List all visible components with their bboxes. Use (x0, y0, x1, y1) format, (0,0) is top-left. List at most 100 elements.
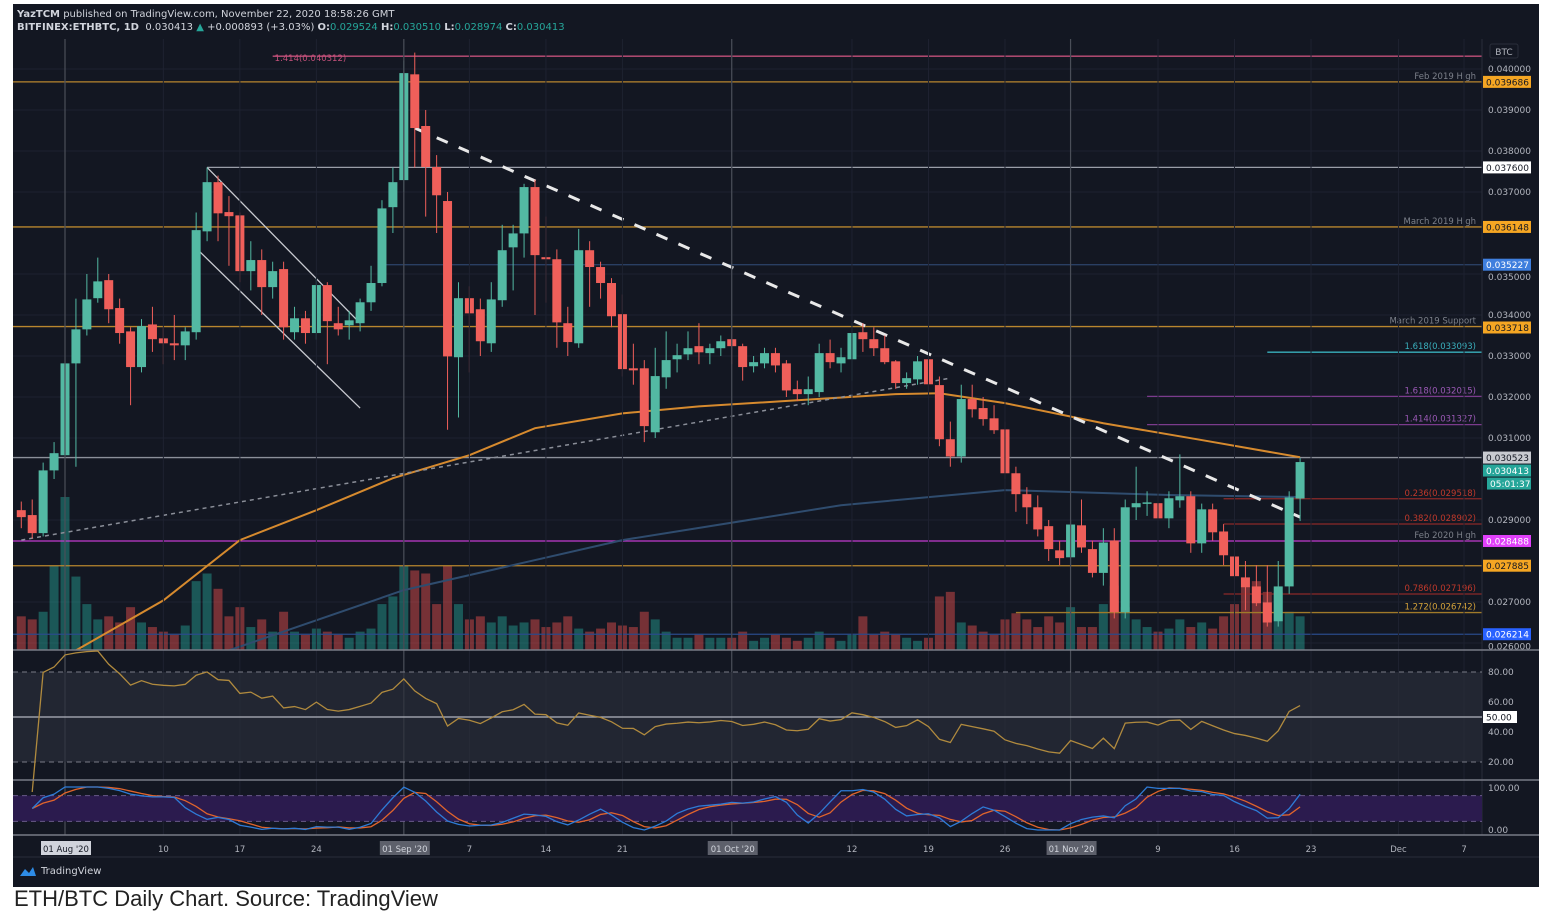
time-tick-label: 14 (541, 845, 552, 855)
candle-body (202, 182, 212, 232)
volume-bar (770, 634, 780, 650)
candle (869, 327, 879, 356)
candle-body (377, 208, 387, 284)
level-label: March 2019 Support (1389, 317, 1476, 327)
candle (978, 397, 988, 426)
candle (16, 501, 26, 529)
candle (1251, 565, 1261, 607)
candle (934, 376, 944, 447)
candle (1273, 561, 1283, 627)
candle (421, 110, 431, 217)
time-tick-label: 23 (1306, 845, 1317, 855)
candle (1284, 491, 1294, 594)
candle-body (683, 348, 693, 355)
candle-body (792, 389, 802, 395)
volume-bar (355, 631, 365, 650)
countdown-label: 05:01:37 (1490, 480, 1530, 490)
stoch-d-line (31, 786, 1301, 831)
candle (213, 175, 223, 242)
candle (792, 380, 802, 402)
last-price: 0.030413 (145, 22, 194, 33)
trendline (414, 126, 1301, 519)
price-tick-label: 0.027000 (1488, 598, 1531, 608)
volume-bar (869, 634, 879, 650)
currency-label: BTC (1495, 48, 1512, 58)
rsi-line (31, 650, 1301, 793)
candle-body (486, 299, 496, 344)
chart-canvas[interactable]: 1.414(0.040312) Feb 2019 High March 2019 H… (13, 4, 1539, 864)
candle-body (760, 353, 770, 364)
volume-bar (781, 637, 791, 650)
candle (683, 331, 693, 361)
candle (1076, 499, 1086, 553)
candle-body (803, 389, 813, 395)
candle-body (1295, 462, 1305, 499)
volume-bar (497, 616, 507, 650)
time-tick-label: 12 (847, 845, 858, 855)
candle (1219, 524, 1229, 566)
price-tick-label: 0.029000 (1488, 516, 1531, 526)
level-label: Feb 2020 High (1414, 531, 1476, 541)
candle-body (661, 360, 671, 378)
volume-bar (1219, 616, 1229, 650)
volume-bar (978, 631, 988, 650)
candle (945, 421, 955, 467)
price-tick-label: 0.034000 (1488, 311, 1531, 321)
candle-body (1131, 503, 1141, 508)
volume-bar (1295, 616, 1305, 650)
candle-body (1120, 507, 1130, 613)
price-tag-label: 0.035227 (1486, 261, 1529, 271)
candle (82, 274, 92, 336)
volume-bar (82, 604, 92, 650)
candle (902, 372, 912, 389)
candle-body (300, 318, 310, 334)
price-tag (1483, 161, 1531, 174)
last-price-tag (1483, 464, 1531, 477)
time-tick-label: 01 Sep '20 (382, 845, 427, 855)
volume-bar (443, 565, 453, 650)
candle-body (1164, 498, 1174, 519)
volume-bar (1011, 613, 1021, 650)
volume-bar (432, 604, 442, 650)
candle-body (443, 201, 453, 357)
volume-bar (585, 631, 595, 650)
candle (27, 499, 37, 539)
ma-100-line (75, 392, 1301, 650)
candle (300, 310, 310, 344)
level-label: 1.272(0.026742) (1404, 603, 1476, 613)
high-value: 0.030510 (393, 22, 442, 33)
candle-body (333, 323, 343, 330)
volume-bar (224, 616, 234, 650)
rsi-tick-label: 60.00 (1488, 698, 1514, 708)
stoch-k-line (31, 786, 1301, 831)
candle-body (1087, 549, 1097, 573)
candle-body (49, 453, 59, 471)
volume-bar (836, 640, 846, 650)
candle-body (410, 74, 420, 129)
candle (552, 249, 562, 348)
candle (344, 310, 354, 340)
last-price-label: 0.030413 (1486, 467, 1529, 477)
candle-body (639, 368, 649, 427)
candle-body (246, 260, 256, 272)
candle-body (978, 408, 988, 420)
candle (913, 356, 923, 385)
candle-body (1044, 526, 1054, 550)
candle (574, 228, 584, 348)
volume-bar (705, 637, 715, 650)
volume-bar (268, 631, 278, 650)
candle-body (825, 353, 835, 363)
candle (432, 155, 442, 233)
candle-body (672, 355, 682, 360)
candle (1087, 540, 1097, 578)
volume-bar (792, 640, 802, 650)
candle (694, 323, 704, 365)
candle (989, 405, 999, 434)
price-change: +0.000893 (+3.03%) (207, 22, 315, 33)
candle (639, 360, 649, 443)
price-tag (1483, 559, 1531, 572)
tradingview-logo[interactable]: TradingView (19, 866, 101, 877)
candle (738, 343, 748, 381)
time-tick-label: 9 (1155, 845, 1160, 855)
volume-bar (596, 628, 606, 650)
